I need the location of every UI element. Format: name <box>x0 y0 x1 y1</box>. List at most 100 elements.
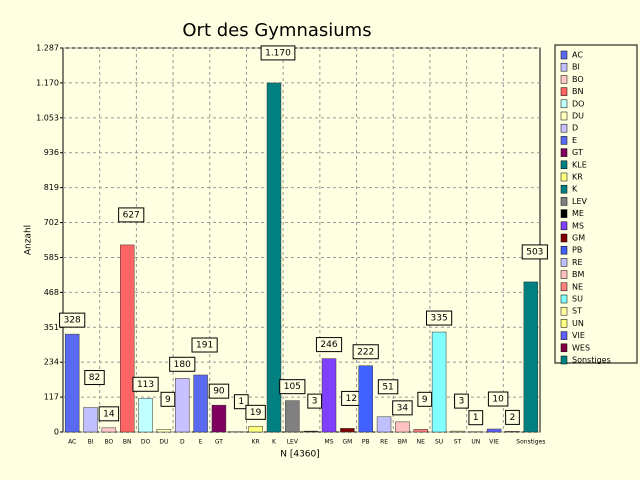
value-label: 12 <box>346 394 357 404</box>
value-label-box <box>233 394 249 410</box>
x-tick-label: ST <box>454 439 462 446</box>
value-label: 2 <box>510 413 516 423</box>
x-axis-label: N [4360] <box>280 450 320 460</box>
value-label: 246 <box>320 340 337 350</box>
value-label-box <box>84 370 105 386</box>
bar <box>431 331 447 433</box>
y-tick-label: 585 <box>44 253 59 262</box>
bar <box>321 358 337 433</box>
legend-label: E <box>572 136 577 145</box>
bar <box>376 416 392 433</box>
value-label-box <box>521 244 548 260</box>
value-label: 51 <box>382 382 393 392</box>
bar <box>358 365 373 433</box>
value-label-box <box>191 337 218 353</box>
x-tick-label: DU <box>159 439 168 446</box>
legend-label: ME <box>572 209 584 218</box>
legend-swatch <box>560 197 568 206</box>
value-label-box <box>377 379 399 395</box>
legend-swatch <box>560 270 568 279</box>
value-label: 19 <box>250 408 262 418</box>
bar <box>450 430 465 433</box>
legend-swatch <box>560 50 568 60</box>
legend-swatch <box>560 123 568 133</box>
legend-swatch <box>560 111 568 121</box>
legend-label: KLE <box>572 160 587 169</box>
legend-swatch <box>560 136 568 145</box>
value-label-box <box>279 379 306 395</box>
bar <box>101 427 117 433</box>
legend-label: AC <box>572 51 583 60</box>
value-label-box <box>160 391 176 407</box>
legend <box>554 44 638 364</box>
bar <box>64 333 80 433</box>
plot-area <box>62 47 541 433</box>
value-label-box <box>169 356 196 372</box>
bar <box>395 421 410 433</box>
value-label-box <box>307 393 323 409</box>
y-tick-label: 936 <box>44 148 59 157</box>
value-label-box <box>132 376 159 392</box>
bar <box>285 400 300 433</box>
value-label: 191 <box>196 341 213 351</box>
bar <box>413 429 428 433</box>
legend-swatch <box>560 184 568 194</box>
legend-swatch <box>560 99 568 109</box>
legend-swatch <box>560 245 568 255</box>
y-tick-label: 468 <box>44 288 59 297</box>
y-tick-label: 1.053 <box>36 113 59 122</box>
legend-swatch <box>560 306 568 316</box>
y-axis-label: Anzahl <box>24 225 34 255</box>
legend-label: PB <box>572 246 582 255</box>
bar <box>156 429 172 433</box>
y-tick-label: 702 <box>44 218 59 227</box>
legend-swatch <box>560 319 568 328</box>
x-tick-label: BI <box>88 439 94 446</box>
y-tick-label: 0 <box>54 428 59 437</box>
value-label: 627 <box>123 210 140 220</box>
legend-swatch <box>560 294 568 304</box>
x-tick-label: K <box>272 439 277 446</box>
legend-label: NE <box>572 282 583 291</box>
value-label: 335 <box>431 314 448 324</box>
value-label-box <box>208 383 230 399</box>
legend-label: MS <box>572 221 584 230</box>
value-label-box <box>454 393 469 409</box>
legend-label: VIE <box>572 331 585 340</box>
value-label-box <box>260 45 296 61</box>
legend-swatch <box>560 172 568 182</box>
value-label-box <box>487 391 509 407</box>
x-tick-label: AC <box>68 439 76 446</box>
bar <box>523 281 539 433</box>
legend-label: BO <box>572 75 584 84</box>
value-label: 82 <box>89 373 100 383</box>
bar <box>119 244 135 433</box>
value-label: 1.170 <box>265 48 291 58</box>
legend-swatch <box>560 355 568 365</box>
legend-swatch <box>560 343 568 353</box>
x-tick-label: BM <box>398 439 407 446</box>
y-tick-label: 819 <box>44 183 59 192</box>
x-tick-label: DO <box>141 439 151 446</box>
chart-title: Ort des Gymnasiums <box>182 20 371 41</box>
legend-label: GT <box>572 148 583 157</box>
legend-label: DO <box>572 99 584 108</box>
legend-swatch <box>560 258 568 267</box>
x-tick-label: BO <box>104 439 113 446</box>
legend-label: LEV <box>572 197 588 206</box>
legend-label: ST <box>572 307 582 316</box>
value-label-box <box>118 207 145 223</box>
bar <box>266 82 282 433</box>
value-label: 113 <box>137 380 154 390</box>
bar <box>303 430 318 433</box>
y-tick-label: 234 <box>44 358 59 367</box>
legend-label: WES <box>572 343 590 352</box>
value-label-box <box>59 312 86 328</box>
value-label: 34 <box>397 403 409 413</box>
legend-swatch <box>560 160 568 170</box>
bar <box>193 374 208 433</box>
legend-label: DU <box>572 112 584 121</box>
value-label-box <box>352 344 379 360</box>
bar <box>486 428 502 433</box>
